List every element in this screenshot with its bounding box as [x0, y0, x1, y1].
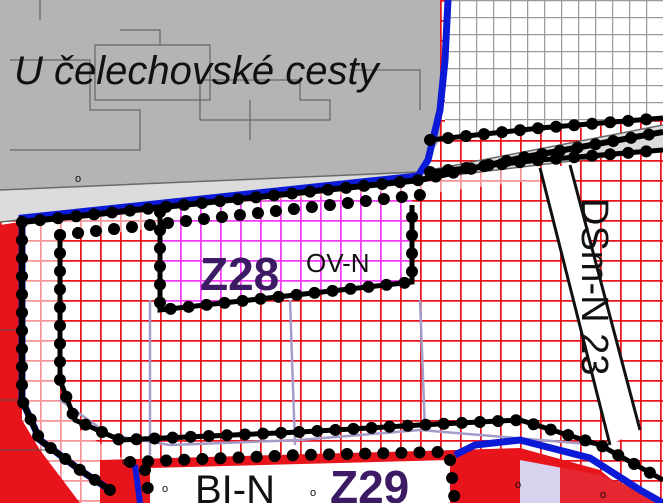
road-corridor-edge-left: [538, 167, 612, 446]
grey-grid-area: [445, 0, 663, 140]
parcel-marker: o: [600, 489, 606, 501]
boundary-top-line: [429, 115, 663, 143]
road-band: [0, 125, 663, 222]
zone-z29-outline: [124, 446, 461, 503]
street-name-label: U čelechovské cesty: [14, 49, 382, 93]
zone-z28-code: OV-N: [306, 248, 370, 278]
boundary-inner-dots: [54, 144, 663, 486]
parcel-marker: o: [515, 479, 521, 491]
zone-z28-id: Z28: [200, 248, 279, 300]
zone-z29-white: [150, 460, 450, 503]
blue-boundary-lower: [453, 436, 663, 503]
built-up-area: [0, 0, 440, 190]
parcel-marker: o: [75, 173, 81, 185]
parcel-marker: o: [162, 483, 168, 495]
boundary-inner-top: [54, 189, 426, 241]
parcel-marker: o: [310, 487, 316, 499]
road-corridor: [540, 165, 640, 445]
zone-z29-id: Z29: [330, 461, 409, 503]
zone-z29-code: BI-N: [195, 468, 275, 503]
road-corridor-edge-right: [568, 164, 642, 431]
zone-z28-outline-dots: [154, 199, 418, 317]
blue-boundary-lower-left: [132, 464, 143, 503]
road-corridor-label: DSm-N 23: [573, 198, 615, 375]
parcel-outlines: [10, 0, 421, 151]
parcel-marker: o: [122, 456, 128, 468]
